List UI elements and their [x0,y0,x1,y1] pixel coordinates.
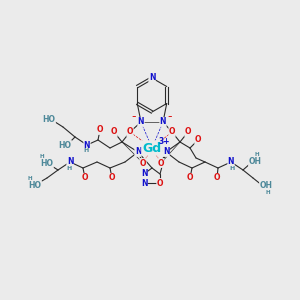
Text: H: H [230,166,235,170]
Text: O: O [127,128,133,136]
Text: HO: HO [43,116,56,124]
Text: N: N [149,74,155,82]
Text: O: O [195,136,201,145]
Text: H: H [83,148,88,154]
Text: -: - [132,110,136,124]
Text: N: N [141,169,147,178]
Text: N: N [141,178,147,188]
Text: N: N [163,148,169,157]
Text: N: N [160,118,166,127]
Text: N: N [67,158,73,166]
Text: -: - [168,110,172,124]
Text: O: O [185,128,191,136]
Text: HO: HO [40,158,53,167]
Text: O: O [214,173,220,182]
Text: H: H [255,152,259,158]
Text: H: H [28,176,32,181]
Text: N: N [228,158,234,166]
Text: HO: HO [58,140,71,149]
Text: H: H [66,166,72,170]
Text: Gd: Gd [142,142,162,154]
Text: N: N [138,118,144,127]
Text: H: H [266,190,270,194]
Text: OH: OH [260,182,272,190]
Text: N: N [135,148,141,157]
Text: O: O [111,128,117,136]
Text: O: O [82,173,88,182]
Text: O: O [157,178,163,188]
Text: OH: OH [248,158,262,166]
Text: O: O [109,173,115,182]
Text: H: H [40,154,44,160]
Text: O: O [187,173,193,182]
Text: O: O [97,125,103,134]
Text: HO: HO [28,181,41,190]
Text: N: N [84,140,90,149]
Text: O: O [158,158,164,167]
Text: 3+: 3+ [158,137,170,146]
Text: O: O [169,128,175,136]
Text: O: O [140,158,146,167]
